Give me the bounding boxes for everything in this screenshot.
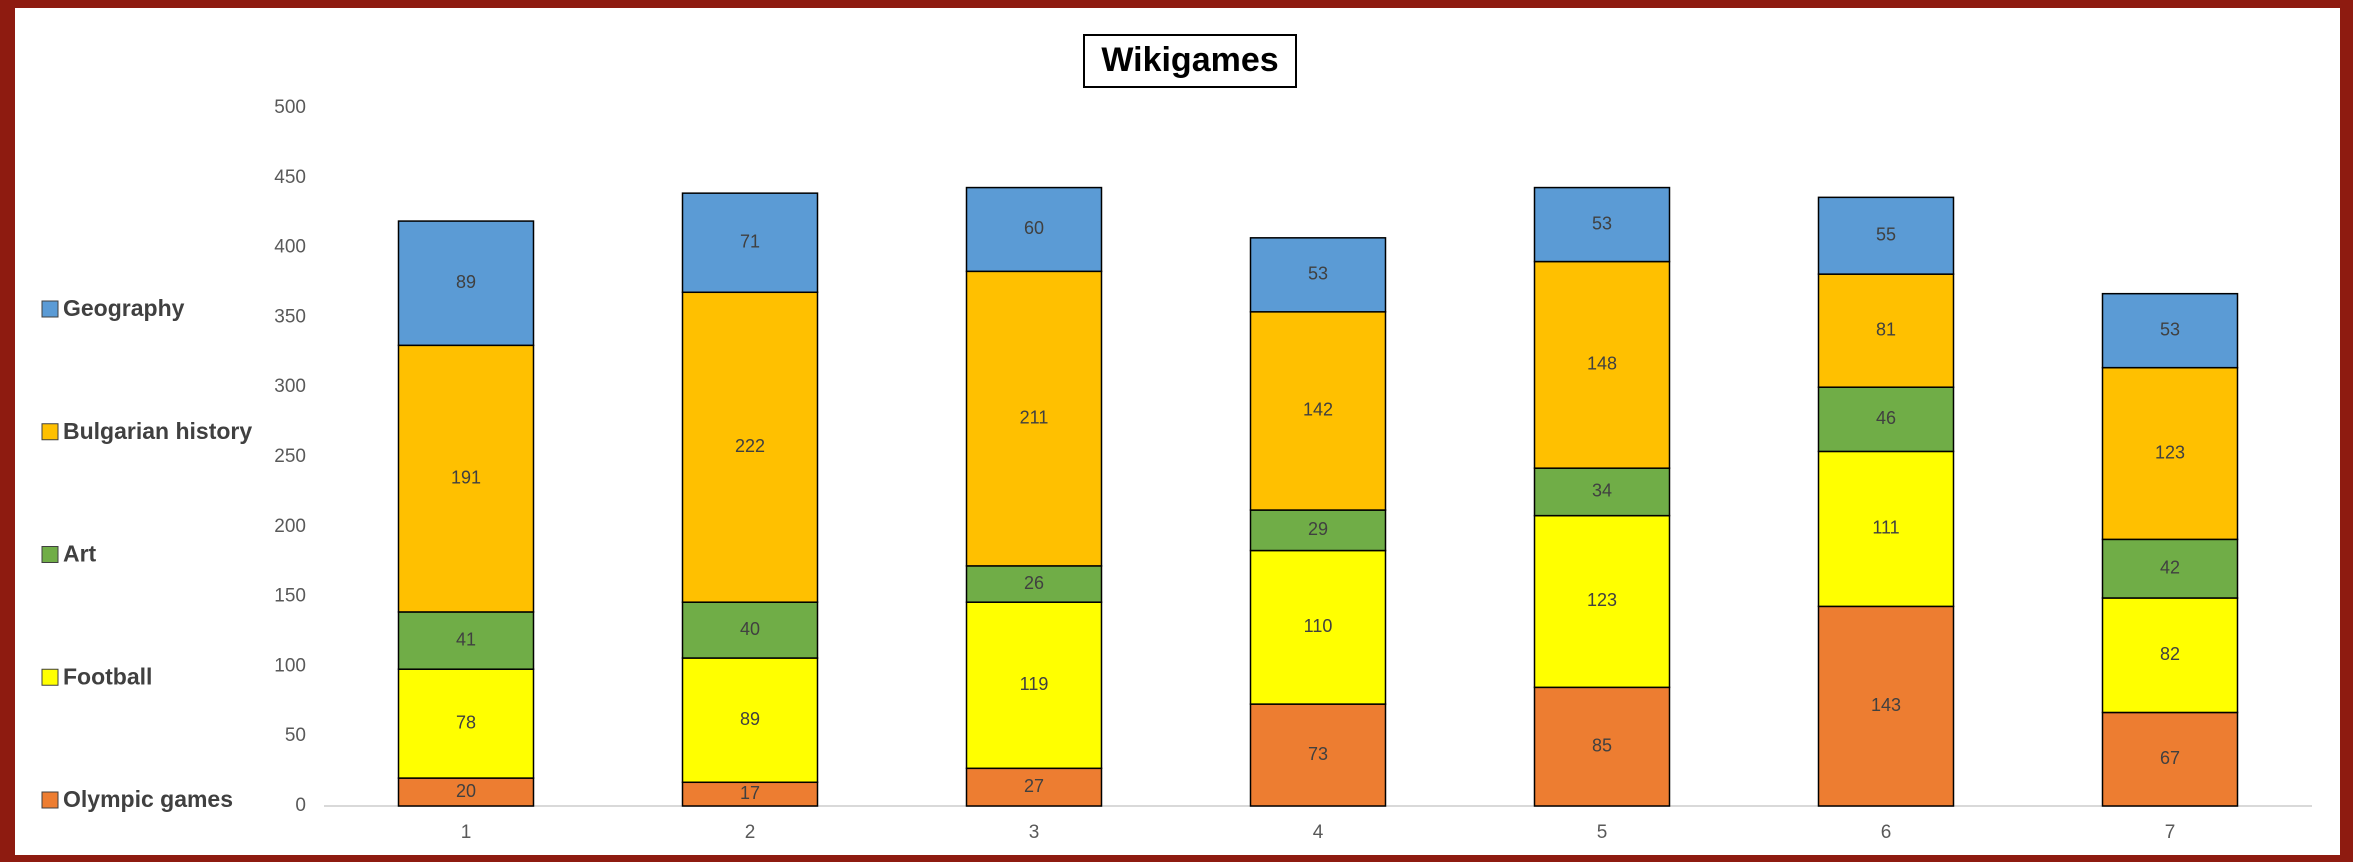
legend-label: Bulgarian history (63, 418, 252, 444)
bar-segment (965, 270, 1103, 567)
bar-segment (1817, 196, 1955, 275)
x-tick-label: 3 (1029, 822, 1040, 843)
data-label: 42 (2160, 557, 2180, 577)
legend-swatch (41, 546, 59, 563)
bar-segment (1533, 260, 1671, 469)
bar-segment (397, 611, 535, 670)
legend-label: Art (63, 541, 97, 567)
bar-segment (681, 601, 819, 659)
data-label: 89 (740, 709, 760, 729)
data-label: 53 (1592, 213, 1612, 233)
y-tick-label: 150 (274, 586, 306, 607)
bar-segment (965, 767, 1103, 807)
data-label: 148 (1587, 354, 1617, 374)
x-tick-label: 1 (461, 822, 472, 843)
data-label: 34 (1592, 481, 1612, 501)
data-label: 89 (456, 272, 476, 292)
bar-segment (1249, 549, 1387, 705)
data-label: 85 (1592, 735, 1612, 755)
y-tick-label: 200 (274, 516, 306, 537)
data-label: 17 (740, 783, 760, 803)
y-tick-label: 350 (274, 306, 306, 327)
data-label: 222 (735, 436, 765, 456)
data-label: 55 (1876, 224, 1896, 244)
x-tick-label: 5 (1597, 822, 1608, 843)
legend-label: Olympic games (63, 786, 233, 812)
data-label: 142 (1303, 400, 1333, 420)
y-tick-label: 450 (274, 167, 306, 188)
bar-segment (1249, 703, 1387, 807)
bar-segment (397, 344, 535, 613)
data-label: 143 (1871, 695, 1901, 715)
legend-swatch (41, 791, 59, 809)
y-tick-label: 250 (274, 446, 306, 467)
bar-segment (2101, 366, 2239, 541)
data-label: 40 (740, 619, 760, 639)
x-tick-label: 6 (1881, 822, 1892, 843)
bar-segment (2101, 538, 2239, 599)
data-label: 110 (1304, 616, 1333, 636)
y-tick-label: 300 (274, 376, 306, 397)
legend-label: Geography (63, 295, 185, 321)
x-tick-label: 4 (1313, 822, 1324, 843)
data-label: 73 (1308, 744, 1328, 764)
bar-segment (965, 186, 1103, 273)
data-label: 41 (456, 629, 476, 649)
chart-area (15, 8, 2340, 855)
y-tick-label: 400 (274, 237, 306, 258)
data-label: 46 (1876, 408, 1896, 428)
legend-label: Football (63, 663, 152, 689)
bar-segment (965, 565, 1103, 603)
data-label: 123 (1587, 590, 1617, 610)
bar-segment (965, 601, 1103, 770)
data-label: 211 (1020, 407, 1049, 427)
data-label: 111 (1872, 518, 1899, 538)
title-box (1083, 34, 1297, 88)
bar-segment (1533, 514, 1671, 689)
data-label: 119 (1020, 674, 1049, 694)
bar-segment (1249, 311, 1387, 511)
bar-segment (1533, 186, 1671, 263)
y-tick-label: 100 (274, 655, 306, 676)
x-tick-label: 7 (2165, 822, 2176, 843)
data-label: 82 (2160, 644, 2180, 664)
bar-segment (397, 777, 535, 807)
legend-swatch (41, 423, 59, 441)
x-tick-label: 2 (745, 822, 756, 843)
data-label: 53 (1308, 264, 1328, 284)
legend-swatch (41, 668, 59, 686)
bar-segment (1817, 386, 1955, 453)
bar-segment (1817, 605, 1955, 807)
data-label: 123 (2155, 442, 2185, 462)
data-label: 20 (456, 781, 476, 801)
bar-segment (1249, 237, 1387, 313)
bar-segment (681, 657, 819, 784)
data-label: 78 (456, 712, 476, 732)
bar-segment (1249, 509, 1387, 552)
bar-segment (1533, 686, 1671, 807)
data-label: 27 (1024, 776, 1044, 796)
data-label: 67 (2160, 748, 2180, 768)
bar-segment (1817, 450, 1955, 608)
bar-segment (397, 220, 535, 347)
data-label: 71 (740, 231, 760, 251)
data-label: 29 (1308, 519, 1328, 539)
data-label: 60 (1024, 218, 1044, 238)
y-tick-label: 50 (285, 725, 306, 746)
bar-segment (681, 192, 819, 294)
data-label: 26 (1024, 573, 1044, 593)
bar-segment (2101, 292, 2239, 369)
data-label: 81 (1876, 319, 1896, 339)
y-tick-label: 500 (274, 97, 306, 118)
chart-title: Wikigames (1101, 41, 1278, 79)
y-tick-label: 0 (295, 795, 306, 816)
legend-swatch (41, 300, 59, 318)
data-label: 53 (2160, 319, 2180, 339)
bar-segment (681, 291, 819, 603)
data-label: 191 (451, 467, 481, 487)
